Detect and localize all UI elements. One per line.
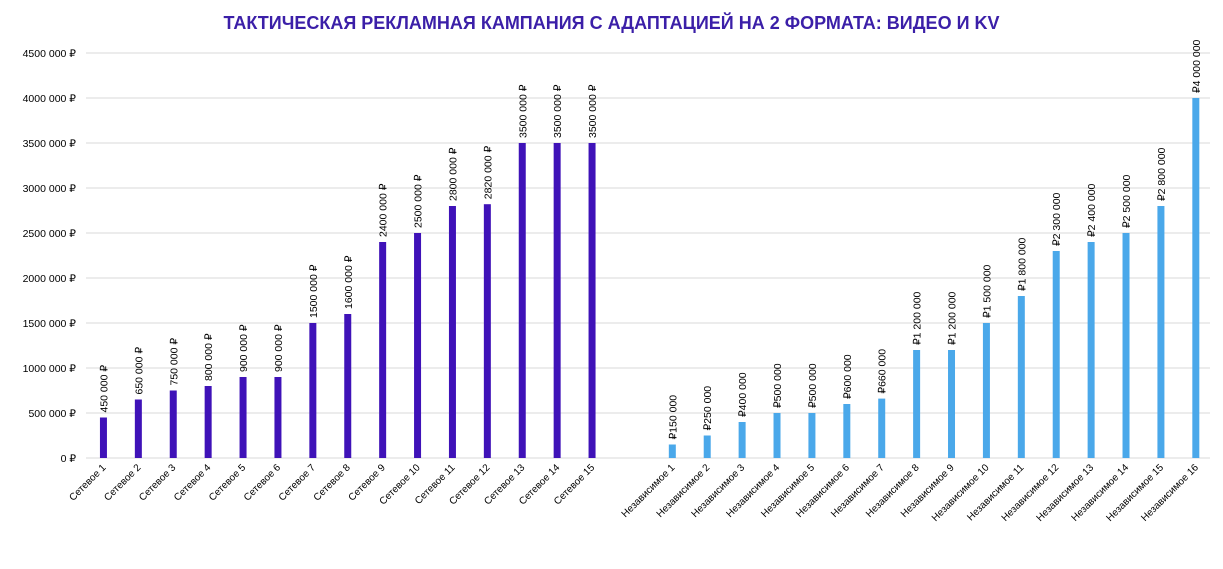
data-label: 1600 000 ₽: [343, 255, 355, 309]
data-label: ₽500 000: [772, 363, 784, 408]
data-label: ₽150 000: [667, 395, 679, 440]
bar: [878, 398, 886, 458]
y-tick-label: 1000 000 ₽: [23, 363, 77, 375]
bar: [204, 386, 212, 458]
data-label: 2820 000 ₽: [482, 145, 494, 199]
bar: [344, 314, 352, 458]
bar: [274, 377, 282, 458]
data-label: 2800 000 ₽: [447, 147, 459, 201]
data-label: ₽2 800 000: [1156, 147, 1168, 201]
y-tick-label: 500 000 ₽: [28, 408, 76, 420]
bar: [1157, 206, 1165, 458]
y-tick-label: 1500 000 ₽: [23, 318, 77, 330]
data-label: 3500 000 ₽: [517, 84, 529, 138]
bar: [99, 417, 107, 458]
bar: [948, 350, 956, 458]
bar: [1017, 296, 1025, 458]
bar: [1192, 98, 1200, 458]
chart-title: ТАКТИЧЕСКАЯ РЕКЛАМНАЯ КАМПАНИЯ С АДАПТАЦ…: [223, 13, 1000, 33]
bar: [483, 204, 491, 458]
y-tick-label: 4000 000 ₽: [23, 93, 77, 105]
data-label: ₽2 300 000: [1051, 192, 1063, 246]
bar: [738, 422, 746, 458]
data-label: 450 000 ₽: [98, 365, 110, 413]
y-tick-label: 2000 000 ₽: [23, 273, 77, 285]
data-label: ₽1 800 000: [1016, 237, 1028, 291]
bar: [1052, 251, 1060, 458]
bar: [703, 435, 711, 458]
y-tick-label: 0 ₽: [61, 453, 77, 465]
bar: [134, 399, 142, 458]
data-label: 750 000 ₽: [168, 338, 180, 386]
y-tick-label: 3500 000 ₽: [23, 138, 77, 150]
y-tick-label: 2500 000 ₽: [23, 228, 77, 240]
data-label: ₽600 000: [842, 354, 854, 399]
bar: [553, 143, 561, 458]
data-label: 2500 000 ₽: [413, 174, 425, 228]
bar: [808, 413, 816, 458]
y-tick-label: 4500 000 ₽: [23, 48, 77, 60]
bar: [1122, 233, 1130, 458]
bar: [169, 390, 177, 458]
bar: [309, 323, 317, 458]
data-label: ₽250 000: [702, 386, 714, 431]
data-label: 650 000 ₽: [133, 347, 145, 395]
data-label: 800 000 ₽: [203, 333, 215, 381]
bar: [913, 350, 921, 458]
data-label: 1500 000 ₽: [308, 264, 320, 318]
bar: [518, 143, 526, 458]
bar: [773, 413, 781, 458]
bar: [982, 323, 990, 458]
bar: [588, 143, 596, 458]
data-label: ₽1 200 000: [912, 291, 924, 345]
data-label: ₽1 500 000: [981, 264, 993, 318]
data-label: 900 000 ₽: [273, 324, 285, 372]
bar: [414, 233, 422, 458]
data-label: 3500 000 ₽: [587, 84, 599, 138]
data-label: ₽400 000: [737, 372, 749, 417]
bar: [668, 444, 676, 458]
data-label: ₽4 000 000: [1191, 39, 1203, 93]
bar: [239, 377, 247, 458]
bar: [843, 404, 851, 458]
data-label: 900 000 ₽: [238, 324, 250, 372]
y-tick-label: 3000 000 ₽: [23, 183, 77, 195]
bar: [448, 206, 456, 458]
data-label: ₽500 000: [807, 363, 819, 408]
bar: [379, 242, 387, 458]
data-label: ₽2 400 000: [1086, 183, 1098, 237]
data-label: 3500 000 ₽: [552, 84, 564, 138]
data-label: 2400 000 ₽: [378, 183, 390, 237]
data-label: ₽660 000: [877, 349, 889, 394]
data-label: ₽2 500 000: [1121, 174, 1133, 228]
data-label: ₽1 200 000: [947, 291, 959, 345]
bar: [1087, 242, 1095, 458]
